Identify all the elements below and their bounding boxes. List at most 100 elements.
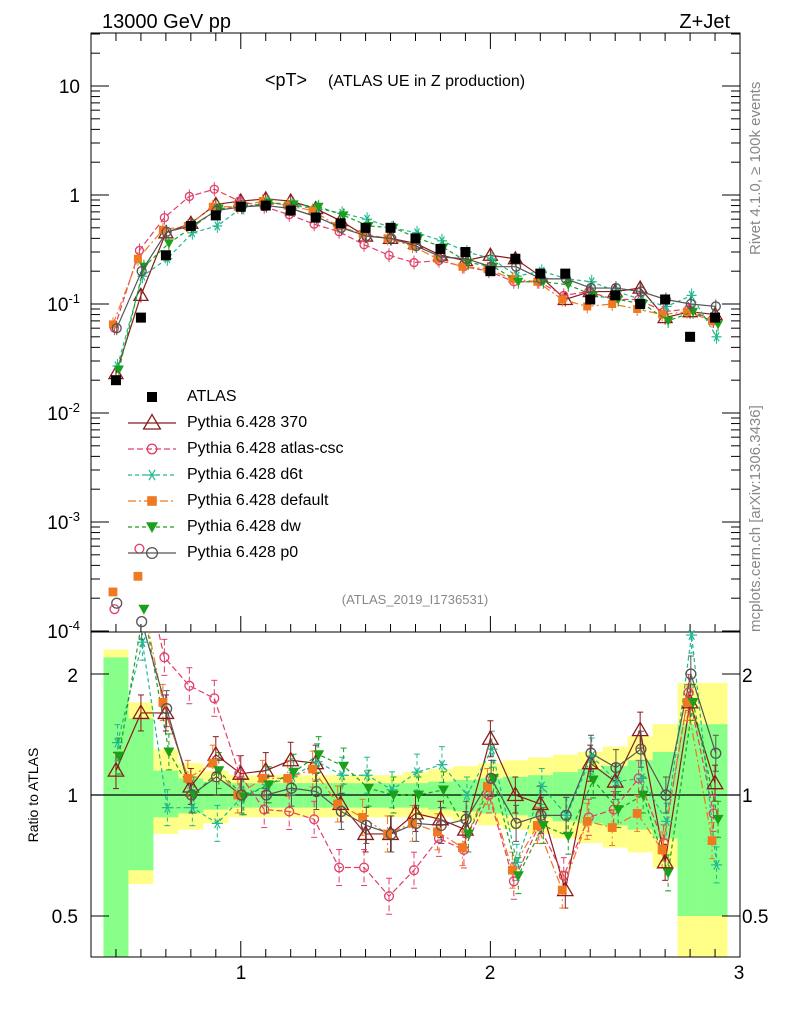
atlas-data-point — [310, 212, 321, 223]
ratio-data-point — [136, 637, 148, 648]
ratio-data-point — [109, 604, 120, 615]
ratio-data-point-stroke — [438, 759, 446, 770]
atlas-data-point — [285, 205, 296, 216]
ratio-data-point — [234, 768, 245, 779]
ratio-data-point — [657, 845, 667, 855]
ratio-data-point — [682, 697, 692, 707]
main-data-point — [513, 277, 524, 287]
ratio-data-point — [263, 780, 275, 791]
main-data-point — [408, 242, 417, 251]
atlas-data-point — [710, 312, 721, 323]
ratio-data-point — [587, 775, 599, 786]
ratio-data-point-stroke — [638, 773, 645, 784]
ratio-data-point-stroke — [588, 750, 595, 762]
ratio-data-point — [209, 693, 220, 704]
legend-marker — [147, 496, 157, 506]
ratio-data-point — [686, 629, 698, 641]
main-data-point — [308, 206, 317, 215]
ratio-y-ticklabels: 2 1 0.5 2 1 0.5 — [52, 666, 769, 928]
ratio-data-point — [185, 789, 198, 801]
ratio-data-point — [309, 814, 320, 825]
ratio-data-point — [358, 812, 367, 822]
ratio-data-point — [133, 571, 143, 581]
xtick-label: 2 — [485, 963, 496, 984]
atlas-data-point — [485, 266, 496, 277]
ratio-ytick-label-right: 2 — [742, 666, 753, 687]
rivet-label: Rivet 4.1.0, ≥ 100k events — [747, 82, 764, 255]
ratio-data-point — [283, 773, 293, 783]
ratio-data-point — [408, 865, 420, 876]
ratio-data-point — [511, 857, 523, 868]
ratio-data-point — [259, 804, 270, 815]
ratio-data-point-stroke — [114, 737, 121, 748]
ratio-data-point — [710, 747, 722, 759]
ratio-data-point — [461, 789, 473, 801]
atlas-data-point — [460, 246, 471, 257]
atlas-data-point — [385, 222, 396, 233]
ratio-data-point — [531, 794, 550, 811]
ratio-data-point — [359, 862, 370, 873]
ratio-data-point — [385, 828, 397, 840]
main-data-point — [585, 282, 597, 294]
ratio-data-point — [388, 790, 400, 801]
ratio-band-green — [128, 718, 154, 871]
main-series-line — [115, 198, 716, 374]
ratio-data-point — [411, 767, 423, 778]
legend-label: Pythia 6.428 dw — [187, 518, 301, 535]
ratio-band-green — [677, 724, 703, 916]
ratio-ytick-label-right: 0.5 — [742, 907, 768, 928]
ratio-data-point — [210, 771, 223, 783]
ratio-data-point — [158, 697, 168, 707]
ratio-data-point — [458, 843, 467, 852]
ratio-data-point-stroke — [688, 629, 695, 641]
ratio-data-point — [435, 819, 447, 832]
ratio-data-point — [335, 805, 347, 818]
legend: ATLAS Pythia 6.428 370 Pythia 6.428 atla… — [187, 388, 344, 561]
main-data-point — [635, 286, 647, 297]
ratio-data-point — [163, 747, 175, 758]
ratio-data-point-stroke — [189, 802, 196, 813]
main-data-point — [159, 212, 170, 223]
main-data-point — [508, 274, 517, 283]
ratio-data-point — [308, 764, 318, 774]
chart-title: <pT> — [265, 70, 307, 90]
ratio-data-point — [535, 809, 547, 821]
ratio-data-point — [661, 816, 673, 827]
ratio-data-point — [708, 808, 719, 819]
ratio-data-point — [537, 821, 549, 831]
ratio-data-point — [161, 703, 173, 715]
main-data-point — [134, 245, 145, 256]
ratio-data-point — [562, 831, 574, 842]
ratio-data-point — [558, 870, 569, 881]
header-left: 13000 GeV pp — [102, 11, 231, 33]
ratio-data-point — [585, 747, 597, 759]
ratio-data-point-stroke — [563, 810, 571, 821]
ratio-data-point — [711, 859, 723, 870]
main-data-point-stroke — [588, 277, 595, 287]
ratio-data-point — [437, 785, 449, 796]
ratio-data-point — [482, 782, 492, 791]
xtick-label: 3 — [734, 963, 745, 984]
main-ytick-label: 10-4 — [47, 618, 80, 643]
legend-marker — [146, 443, 158, 455]
ratio-data-point-stroke — [338, 770, 346, 781]
ratio-data-point-stroke — [413, 767, 421, 778]
main-data-point — [710, 301, 721, 312]
main-data-point — [608, 300, 617, 308]
legend-label: Pythia 6.428 p0 — [187, 544, 298, 561]
ratio-ytick-label-right: 1 — [742, 786, 753, 807]
ratio-data-point — [260, 789, 273, 801]
atlas-data-point — [260, 200, 271, 211]
xtick-label: 1 — [236, 963, 247, 984]
ratio-data-point — [111, 737, 123, 748]
atlas-data-point — [185, 220, 196, 231]
ratio-data-point-stroke — [363, 770, 371, 781]
atlas-data-point — [560, 268, 571, 279]
main-data-point — [384, 250, 394, 260]
main-data-point — [209, 184, 219, 194]
ratio-data-point — [506, 786, 525, 802]
ratio-data-point — [637, 790, 649, 801]
atlas-data-point — [160, 250, 171, 261]
main-data-point — [313, 202, 324, 212]
ratio-band-green — [103, 657, 129, 957]
